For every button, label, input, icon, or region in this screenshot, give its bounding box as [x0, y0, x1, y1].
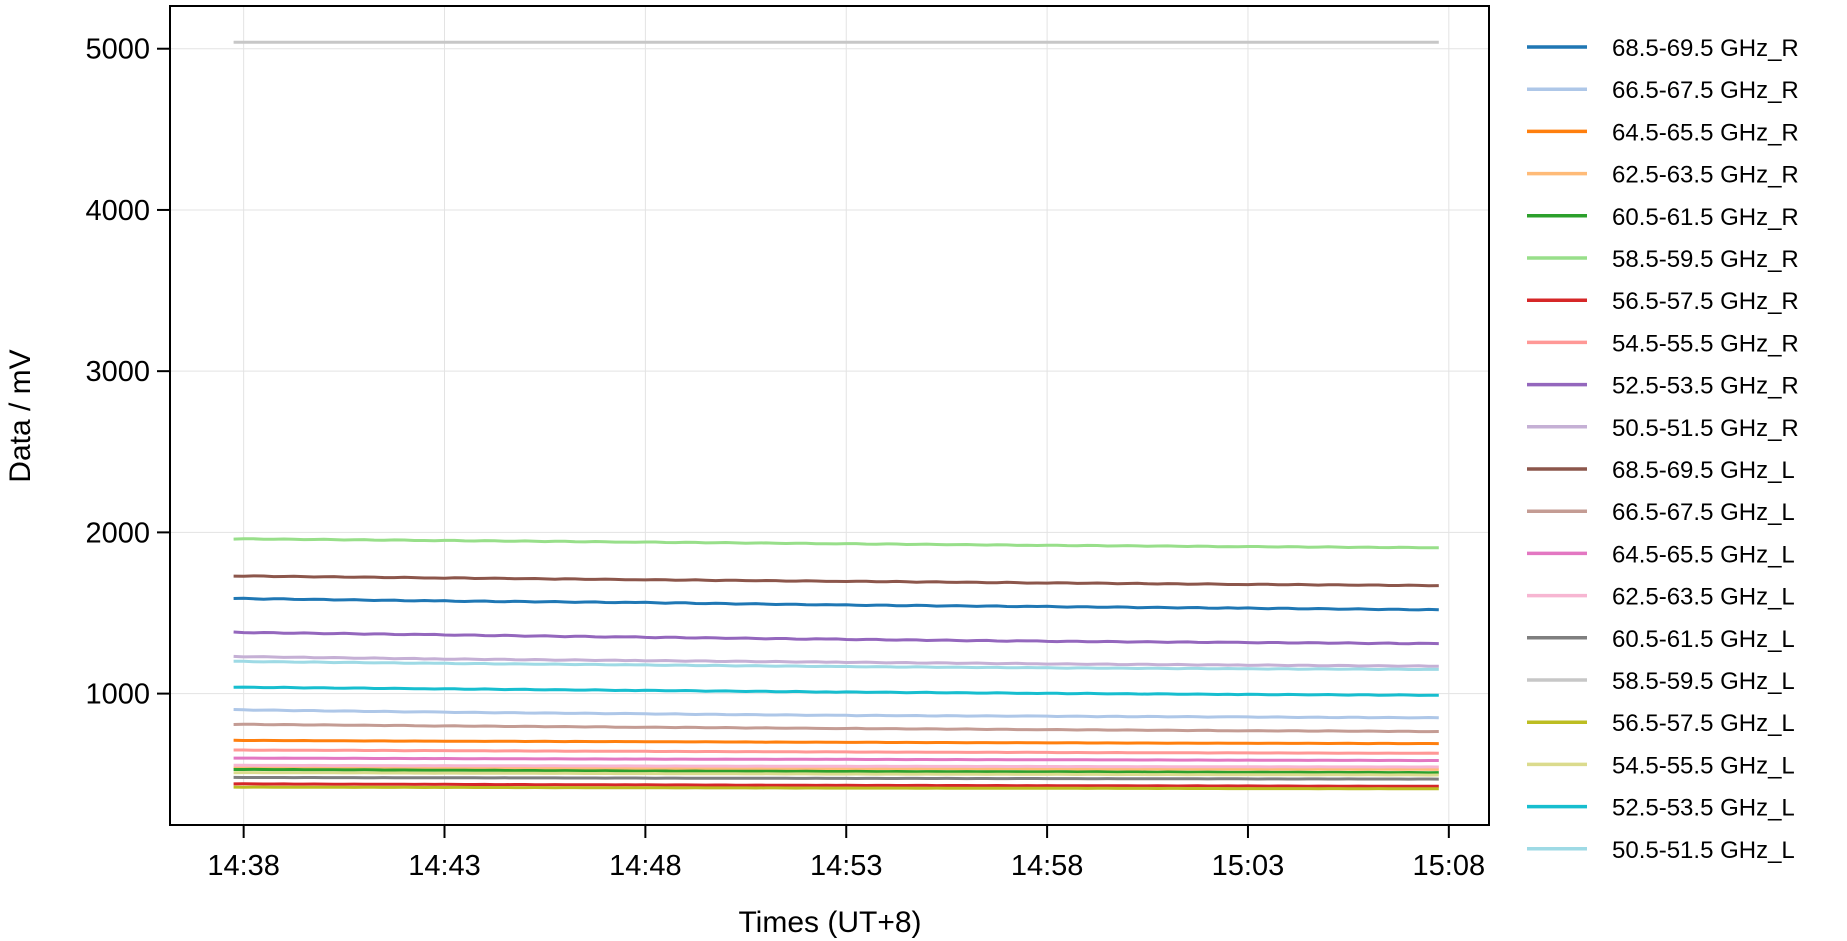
y-tick-label: 5000: [85, 34, 150, 66]
series-line-9: [233, 654, 1439, 668]
legend-label: 50.5-51.5 GHz_L: [1612, 837, 1795, 864]
series-line-16: [233, 785, 1439, 791]
legend-label: 58.5-59.5 GHz_L: [1612, 668, 1795, 695]
series-line-13: [233, 763, 1439, 769]
legend-label: 66.5-67.5 GHz_L: [1612, 499, 1795, 526]
legend-label: 58.5-59.5 GHz_R: [1612, 246, 1799, 273]
series-lines: [233, 40, 1439, 791]
series-line-19: [233, 659, 1439, 672]
x-tick-label: 14:53: [810, 850, 883, 882]
series-line-10: [233, 574, 1439, 588]
y-axis: 1000 2000 3000 4000 5000: [85, 34, 170, 711]
x-tick-label: 14:38: [207, 850, 280, 882]
x-tick-label: 14:43: [408, 850, 481, 882]
series-line-5: [233, 537, 1439, 550]
legend-label: 56.5-57.5 GHz_R: [1612, 288, 1799, 315]
x-axis-label: Times (UT+8): [738, 906, 921, 939]
x-tick-label: 14:58: [1011, 850, 1084, 882]
legend-label: 62.5-63.5 GHz_L: [1612, 584, 1795, 611]
x-tick-label: 15:03: [1212, 850, 1285, 882]
legend-label: 60.5-61.5 GHz_R: [1612, 204, 1799, 231]
series-line-8: [233, 630, 1439, 646]
axes-frame: [169, 5, 1490, 826]
y-tick-label: 3000: [85, 356, 150, 388]
series-line-3: [233, 766, 1439, 771]
legend-label: 54.5-55.5 GHz_L: [1612, 752, 1795, 779]
legend-label: 64.5-65.5 GHz_L: [1612, 541, 1795, 568]
series-line-4: [233, 767, 1439, 775]
series-line-17: [233, 771, 1439, 777]
series-line-6: [233, 782, 1439, 788]
series-line-2: [233, 738, 1439, 746]
x-tick-label: 14:48: [609, 850, 682, 882]
series-line-18: [233, 685, 1439, 697]
series-line-11: [233, 722, 1439, 734]
x-tick-label: 15:08: [1413, 850, 1486, 882]
legend-label: 64.5-65.5 GHz_R: [1612, 119, 1799, 146]
legend-label: 66.5-67.5 GHz_R: [1612, 77, 1799, 104]
series-line-0: [233, 596, 1439, 612]
legend-label: 52.5-53.5 GHz_R: [1612, 373, 1799, 400]
series-line-14: [233, 775, 1439, 781]
series-line-12: [233, 756, 1439, 763]
legend-label: 54.5-55.5 GHz_R: [1612, 330, 1799, 357]
y-tick-label: 1000: [85, 679, 150, 711]
legend-label: 56.5-57.5 GHz_L: [1612, 710, 1795, 737]
grid: [170, 6, 1489, 825]
y-tick-label: 4000: [85, 195, 150, 227]
series-line-1: [233, 708, 1439, 720]
legend: 68.5-69.5 GHz_R 66.5-67.5 GHz_R 64.5-65.5 …: [1527, 35, 1799, 864]
series-line-7: [233, 748, 1439, 755]
legend-label: 68.5-69.5 GHz_L: [1612, 457, 1795, 484]
y-tick-label: 2000: [85, 517, 150, 549]
x-axis: 14:38 14:43 14:48 14:53 14:58 15:03 15:08: [207, 825, 1485, 882]
legend-label: 52.5-53.5 GHz_L: [1612, 795, 1795, 822]
legend-label: 50.5-51.5 GHz_R: [1612, 415, 1799, 442]
legend-label: 68.5-69.5 GHz_R: [1612, 35, 1799, 62]
legend-label: 62.5-63.5 GHz_R: [1612, 162, 1799, 189]
y-axis-label: Data / mV: [4, 349, 37, 482]
legend-label: 60.5-61.5 GHz_L: [1612, 626, 1795, 653]
